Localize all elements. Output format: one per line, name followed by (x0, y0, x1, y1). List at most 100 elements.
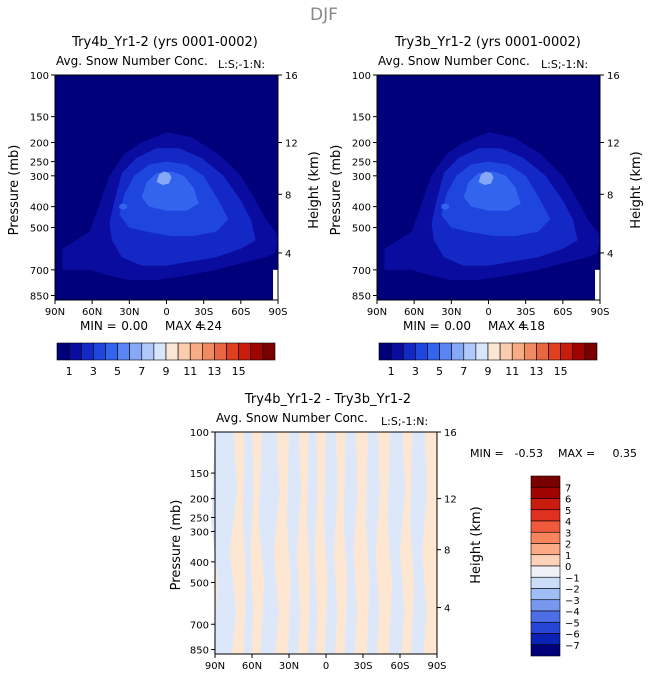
y2-tick-label: 16 (444, 428, 457, 439)
colorbar-swatch (93, 342, 106, 361)
colorbar-label: 6 (565, 495, 571, 506)
x-tick-label: 60N (404, 307, 424, 318)
y-tick-label: 400 (190, 558, 209, 569)
y-tick-label: 500 (30, 224, 49, 235)
y2-tick-label: 12 (607, 139, 620, 150)
max-value: 4.24 (195, 319, 222, 333)
min-label: MIN = (80, 319, 117, 333)
y-tick-label: 300 (352, 172, 371, 183)
figure-title: DJF (310, 5, 338, 25)
colorbar-label: −7 (565, 641, 580, 652)
max-value: 4.18 (518, 319, 545, 333)
colorbar-swatch (530, 531, 561, 544)
y-tick-label: 150 (190, 469, 209, 480)
y2-tick-label: 4 (607, 249, 613, 260)
y2-tick-label: 4 (444, 604, 450, 615)
min-value: 0.00 (121, 319, 148, 333)
y-tick-label: 300 (30, 172, 49, 183)
colorbar-label: 5 (436, 365, 443, 378)
y-axis-label: Pressure (mb) (7, 145, 22, 236)
plot-area: 90N 60N 30N 0 30S 60S 90S 100 150 200 250 300 400 500… (190, 428, 457, 672)
colorbar-swatch (189, 342, 203, 361)
panel-subtitle: Avg. Snow Number Conc. (216, 411, 368, 425)
colorbar-swatch (451, 342, 465, 361)
colorbar-swatch (499, 342, 513, 361)
colorbar-label: 3 (90, 365, 97, 378)
colorbar-swatch (572, 342, 586, 361)
contour-level-4 (141, 171, 199, 211)
min-value: -0.53 (515, 447, 543, 460)
colorbar-swatch (390, 342, 404, 361)
colorbar-label: 11 (505, 365, 519, 378)
panel-try4b: Try4b_Yr1-2 (yrs 0001-0002) Avg. Snow Nu… (7, 35, 322, 333)
y-tick-label: 200 (352, 139, 371, 150)
y-tick-label: 100 (190, 428, 209, 439)
colorbar-swatch (202, 342, 215, 361)
colorbar-swatch (530, 610, 561, 623)
colorbar-swatch (530, 633, 561, 646)
colorbar-swatch (530, 576, 561, 589)
panel-difference: Try4b_Yr1-2 - Try3b_Yr1-2 Avg. Snow Numb… (169, 392, 637, 672)
colorbar-swatch (548, 342, 561, 361)
colorbar-swatch (415, 342, 428, 361)
colorbar-swatch (262, 342, 276, 361)
colorbar-label: 15 (232, 365, 246, 378)
colorbar-swatch (177, 342, 191, 361)
diff-stripe-negative (307, 432, 318, 654)
colorbar-swatch (530, 644, 561, 657)
colorbar-label: 7 (460, 365, 467, 378)
x-tick-label: 30N (119, 307, 139, 318)
y-tick-label: 400 (352, 203, 371, 214)
min-label: MIN = (403, 319, 440, 333)
y-tick-label: 200 (190, 495, 209, 506)
colorbar-label: 3 (412, 365, 419, 378)
colorbar-swatch (439, 342, 452, 361)
missing-data-patch (595, 269, 600, 300)
y2-tick-label: 12 (444, 495, 457, 506)
colorbar-swatch (530, 599, 561, 612)
colorbar-label: 11 (183, 365, 197, 378)
y2-tick-label: 16 (607, 71, 620, 82)
x-tick-label: 90S (590, 307, 609, 318)
x-tick-label: 90N (45, 307, 65, 318)
colorbar-swatch (487, 342, 501, 361)
x-tick-label: 0 (163, 307, 169, 318)
panel-subtitle: Avg. Snow Number Conc. (56, 54, 208, 68)
y-tick-label: 700 (352, 266, 371, 277)
colorbar-label: 1 (66, 365, 73, 378)
x-tick-label: 60N (82, 307, 102, 318)
x-tick-label: 30S (353, 661, 372, 672)
panel-title: Try3b_Yr1-2 (yrs 0001-0002) (394, 35, 581, 50)
contour-level-5 (478, 171, 494, 185)
y-tick-label: 200 (30, 139, 49, 150)
colorbar-label: 1 (565, 551, 571, 562)
y2-tick-label: 8 (285, 190, 291, 201)
colorbar-swatch (560, 342, 574, 361)
colorbar-swatch (378, 342, 392, 361)
contour-blob (119, 203, 128, 210)
colorbar-swatch (530, 588, 561, 601)
y-tick-label: 500 (352, 224, 371, 235)
colorbar-swatch (68, 342, 82, 361)
diff-stripe-negative (387, 432, 405, 654)
y-axis-label: Pressure (mb) (329, 145, 344, 236)
colorbar-label: 7 (138, 365, 145, 378)
colorbar-swatch (80, 342, 94, 361)
y-tick-label: 250 (352, 158, 371, 169)
y-tick-label: 250 (190, 513, 209, 524)
x-tick-label: 30N (279, 661, 299, 672)
max-value: 0.35 (613, 447, 638, 460)
colorbar-swatch (475, 342, 489, 361)
colorbar-swatch (511, 342, 525, 361)
diff-stripe-negative (258, 432, 280, 654)
colorbar-label: −4 (565, 607, 580, 618)
min-label: MIN = (470, 447, 504, 460)
colorbar-label: 13 (529, 365, 543, 378)
colorbar-label: −3 (565, 596, 580, 607)
colorbar-swatch (153, 342, 167, 361)
colorbar-try4b: 1 3 5 7 9 11 13 15 (56, 342, 276, 378)
contour-blob (441, 203, 450, 210)
contour-level-5 (156, 171, 172, 185)
